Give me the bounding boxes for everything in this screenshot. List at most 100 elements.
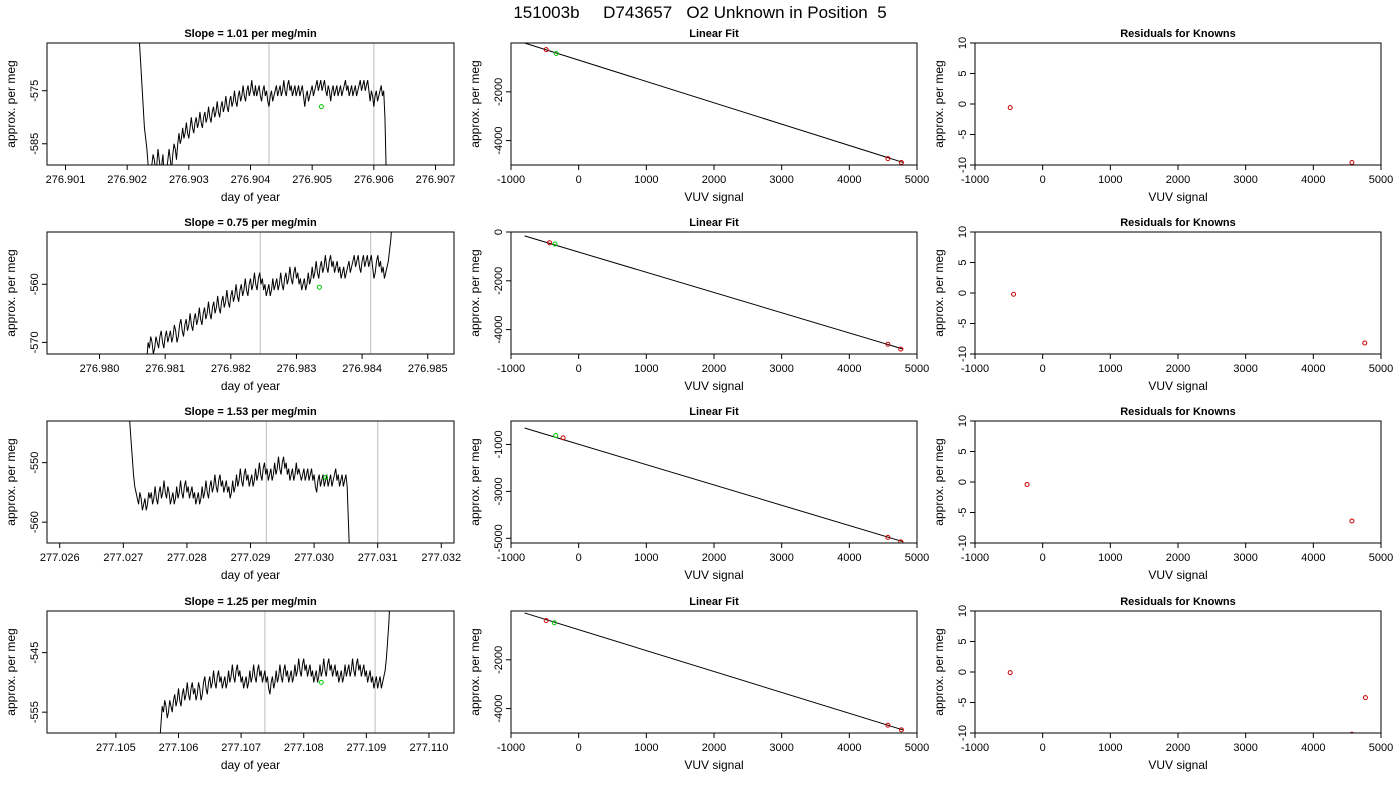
- panel-title: Slope = 1.53 per meg/min: [184, 406, 317, 418]
- data-point: [885, 341, 891, 347]
- x-axis-label: day of year: [221, 190, 280, 204]
- x-tick-label: 3000: [769, 552, 793, 564]
- x-tick-label: 0: [1040, 363, 1046, 375]
- plot-area: [146, 232, 392, 354]
- y-axis-label: approx. per meg: [468, 628, 482, 715]
- y-tick-label: -5: [957, 319, 969, 329]
- x-axis-label: day of year: [221, 758, 280, 772]
- plot-area: [129, 421, 379, 543]
- x-tick-label: 277.029: [231, 552, 271, 564]
- fit-line: [524, 427, 904, 543]
- data-point: [1362, 695, 1368, 701]
- x-tick-label: 277.031: [358, 552, 398, 564]
- plot-frame: [974, 420, 1382, 544]
- x-tick-label: 277.105: [96, 742, 136, 754]
- y-axis-label: approx. per meg: [468, 249, 482, 336]
- x-tick-label: 276.905: [292, 174, 332, 186]
- x-tick-label: 2000: [702, 174, 726, 186]
- x-tick-label: 4000: [1301, 742, 1325, 754]
- data-point: [543, 618, 549, 624]
- x-tick-label: 5000: [905, 552, 929, 564]
- x-tick-label: 2000: [702, 742, 726, 754]
- y-axis-label: approx. per meg: [4, 60, 18, 147]
- fit-line: [524, 235, 904, 350]
- chart-panel-6: Residuals for Knowns VUV signal approx. pe…: [932, 217, 1393, 393]
- x-tick-label: 277.028: [167, 552, 207, 564]
- y-tick-label: 0: [957, 290, 969, 296]
- x-axis-label: VUV signal: [1148, 568, 1207, 582]
- x-tick-label: 0: [1040, 742, 1046, 754]
- y-tick-label: -3000: [493, 477, 505, 505]
- data-point: [553, 433, 559, 439]
- y-tick-label: -4000: [493, 127, 505, 155]
- x-tick-label: -1000: [961, 174, 989, 186]
- plot-area: [1011, 291, 1368, 346]
- x-tick-label: 277.027: [103, 552, 143, 564]
- x-tick-label: 0: [576, 742, 582, 754]
- panel-title: Slope = 0.75 per meg/min: [184, 217, 317, 229]
- x-tick-label: -1000: [497, 742, 525, 754]
- data-point: [885, 534, 891, 540]
- y-tick-label: 0: [493, 229, 505, 235]
- x-tick-label: 277.108: [284, 742, 324, 754]
- plot-area: [524, 612, 904, 733]
- x-tick-label: 3000: [1233, 363, 1257, 375]
- x-tick-label: 4000: [837, 363, 861, 375]
- x-tick-label: 5000: [1369, 363, 1393, 375]
- data-point: [553, 50, 559, 56]
- data-point: [1024, 481, 1030, 487]
- data-point: [898, 727, 904, 733]
- y-tick-label: -4000: [493, 695, 505, 723]
- x-tick-label: 4000: [837, 174, 861, 186]
- y-axis-label: approx. per meg: [932, 249, 946, 336]
- x-tick-label: 1000: [634, 174, 658, 186]
- x-tick-label: 2000: [702, 363, 726, 375]
- y-tick-label: -2000: [493, 267, 505, 295]
- plot-frame: [974, 42, 1382, 166]
- x-axis-label: day of year: [221, 568, 280, 582]
- y-tick-label: 0: [957, 479, 969, 485]
- x-tick-label: -1000: [961, 363, 989, 375]
- data-point: [885, 722, 891, 728]
- x-tick-label: 1000: [1098, 174, 1122, 186]
- chart-panel-2: Linear Fit VUV signal approx. per meg -1000…: [468, 28, 929, 204]
- unknown-marker: [318, 104, 324, 110]
- data-line: [159, 611, 390, 733]
- panel-title: Slope = 1.25 per meg/min: [184, 596, 317, 608]
- fit-line: [524, 612, 904, 731]
- unknown-marker: [323, 475, 329, 481]
- y-axis-label: approx. per meg: [468, 438, 482, 525]
- y-axis-label: approx. per meg: [932, 60, 946, 147]
- x-tick-label: 1000: [634, 742, 658, 754]
- plot-area: [524, 43, 904, 165]
- x-tick-label: 276.980: [80, 363, 120, 375]
- chart-panel-12: Residuals for Knowns VUV signal approx. pe…: [932, 596, 1393, 772]
- x-tick-label: 0: [1040, 174, 1046, 186]
- x-axis-label: VUV signal: [1148, 190, 1207, 204]
- y-tick-label: -10: [957, 725, 969, 741]
- data-point: [1007, 670, 1013, 676]
- y-tick-label: -2000: [493, 646, 505, 674]
- data-point: [552, 241, 558, 247]
- x-tick-label: 1000: [634, 552, 658, 564]
- y-tick-label: -550: [29, 452, 41, 474]
- y-tick-label: -575: [29, 80, 41, 102]
- x-tick-label: 276.901: [46, 174, 86, 186]
- unknown-marker: [316, 284, 322, 290]
- x-tick-label: 1000: [1098, 552, 1122, 564]
- x-tick-label: 2000: [1166, 552, 1190, 564]
- x-tick-label: 276.981: [145, 363, 185, 375]
- x-tick-label: 276.902: [107, 174, 147, 186]
- x-axis-label: day of year: [221, 379, 280, 393]
- plot-frame: [510, 420, 918, 544]
- x-tick-label: 5000: [905, 363, 929, 375]
- x-axis-label: VUV signal: [684, 568, 743, 582]
- plot-frame: [974, 231, 1382, 355]
- y-tick-label: 0: [957, 669, 969, 675]
- x-tick-label: 277.109: [346, 742, 386, 754]
- x-tick-label: 277.107: [221, 742, 261, 754]
- x-tick-label: 276.982: [211, 363, 251, 375]
- data-point: [885, 156, 891, 162]
- y-tick-label: -10: [957, 346, 969, 362]
